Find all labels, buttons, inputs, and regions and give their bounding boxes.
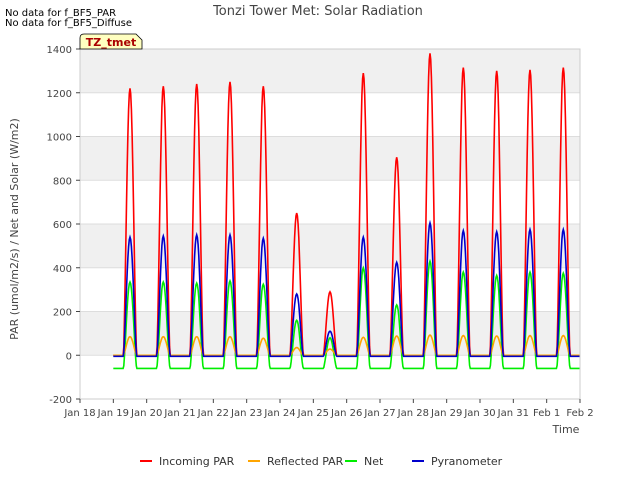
series-line-net — [113, 258, 580, 370]
x-tick-label: Jan 19 — [97, 408, 129, 419]
x-tick-label: Jan 27 — [363, 408, 395, 419]
x-tick-label: Jan 25 — [297, 408, 329, 419]
x-tick-label: Jan 21 — [163, 408, 195, 419]
x-tick-label: Jan 18 — [63, 408, 95, 419]
x-tick-label: Jan 29 — [430, 408, 462, 419]
legend-label: Pyranometer — [431, 455, 503, 468]
x-tick-label: Jan 28 — [397, 408, 429, 419]
y-tick-label: 0 — [66, 351, 72, 362]
x-axis-label: Time — [552, 423, 580, 436]
no-data-note-diffuse: No data for f_BF5_Diffuse — [5, 18, 132, 29]
series-line-pyranometer — [113, 219, 580, 358]
x-tick-label: Jan 20 — [130, 408, 162, 419]
y-axis-label: PAR (umol/m2/s) / Net and Solar (W/m2) — [8, 118, 21, 340]
x-tick-label: Jan 22 — [197, 408, 229, 419]
y-axis-ticks: -200 0 200 400 600 800 1000 1200 1400 — [47, 45, 80, 406]
plot-background-bands — [80, 49, 580, 399]
x-tick-label: Jan 30 — [463, 408, 495, 419]
series-layer — [113, 53, 580, 370]
no-data-note-par: No data for f_BF5_PAR — [5, 8, 117, 19]
y-tick-label: 600 — [53, 220, 72, 231]
y-tick-label: -200 — [49, 395, 72, 406]
y-tick-label: 1000 — [47, 133, 72, 144]
x-tick-label: Jan 23 — [230, 408, 262, 419]
plot-band — [80, 180, 580, 224]
x-tick-label: Jan 24 — [263, 408, 295, 419]
y-tick-label: 1400 — [47, 45, 72, 56]
plot-band — [80, 267, 580, 312]
x-tick-label: Feb 1 — [533, 408, 560, 419]
y-tick-label: 800 — [53, 176, 72, 187]
chart-title: Tonzi Tower Met: Solar Radiation — [212, 4, 423, 19]
legend-label: Reflected PAR — [267, 455, 344, 468]
x-tick-label: Jan 26 — [330, 408, 362, 419]
x-axis-ticks: Jan 18 Jan 19 Jan 20 Jan 21 Jan 22 Jan 23 Jan … — [63, 399, 594, 419]
plot-band — [80, 49, 580, 93]
annotation-label: TZ_tmet — [86, 36, 136, 49]
y-tick-label: 200 — [53, 308, 72, 319]
legend-label: Net — [364, 455, 384, 468]
x-tick-label: Jan 31 — [497, 408, 529, 419]
annotation-box: TZ_tmet — [79, 33, 143, 50]
plot-band — [80, 224, 580, 268]
legend: Incoming PAR Reflected PAR Net Pyranometer — [140, 455, 503, 468]
plot-band — [80, 311, 580, 356]
y-tick-label: 400 — [53, 264, 72, 275]
x-tick-label: Feb 2 — [566, 408, 593, 419]
plot-band — [80, 136, 580, 181]
plot-band — [80, 355, 580, 399]
legend-label: Incoming PAR — [159, 455, 235, 468]
plot-band — [80, 92, 580, 137]
y-tick-label: 1200 — [47, 89, 72, 100]
